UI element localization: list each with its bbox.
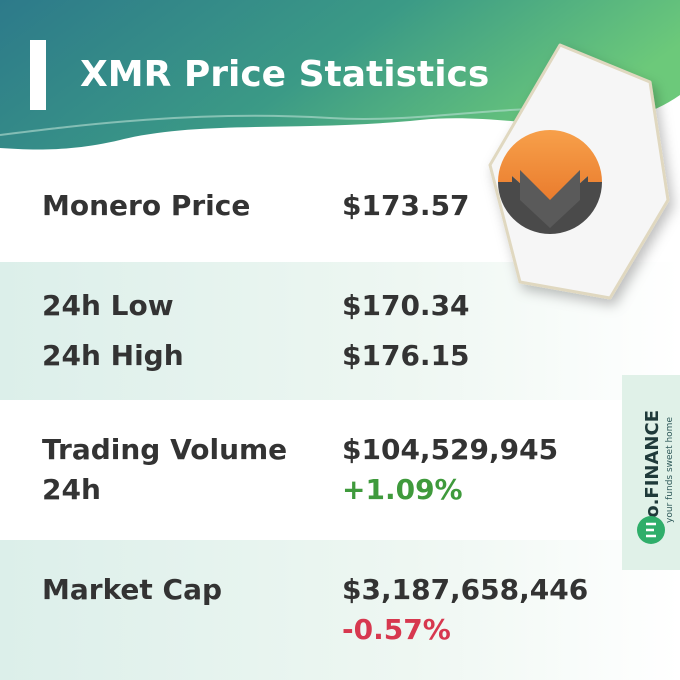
header-wave xyxy=(0,0,680,150)
header: XMR Price Statistics xyxy=(0,0,680,150)
brand-tagline: your funds sweet home xyxy=(665,417,675,523)
stat-section: Monero Price $173.57 xyxy=(0,150,680,262)
stat-row: Market Cap $3,187,658,446 -0.57% xyxy=(0,570,680,650)
stat-label: Monero Price xyxy=(42,189,251,222)
stat-row: Monero Price $173.57 xyxy=(0,186,680,226)
stat-label: Market Cap xyxy=(42,573,223,606)
monero-badge xyxy=(488,43,670,300)
stat-row: 24h Low $170.34 xyxy=(0,286,680,326)
stat-values: $3,187,658,446 -0.57% xyxy=(342,570,588,650)
stat-value: $104,529,945 xyxy=(342,433,559,466)
stat-value: $176.15 xyxy=(342,339,470,372)
stat-label: 24h Low xyxy=(42,289,174,322)
stat-section: Market Cap $3,187,658,446 -0.57% xyxy=(0,540,680,680)
stat-row: 24h High $176.15 xyxy=(0,336,680,376)
stat-values: $170.34 xyxy=(342,286,470,326)
stat-values: $176.15 xyxy=(342,336,470,376)
stat-value: $170.34 xyxy=(342,289,470,322)
stat-change: -0.57% xyxy=(342,613,451,646)
stat-label: 24h High xyxy=(42,339,184,372)
stat-label: Trading Volume 24h xyxy=(42,433,288,506)
title: XMR Price Statistics xyxy=(80,54,489,95)
stat-section: Trading Volume 24h $104,529,945 +1.09% xyxy=(0,400,680,540)
title-bar xyxy=(30,40,46,110)
header-line xyxy=(0,107,601,136)
stat-values: $173.57 xyxy=(342,186,470,226)
stat-row: Trading Volume 24h $104,529,945 +1.09% xyxy=(0,430,680,510)
stat-values: $104,529,945 +1.09% xyxy=(342,430,558,510)
brand-name: eo.FINANCE xyxy=(642,410,663,530)
brand-tab: eo.FINANCE your funds sweet home xyxy=(622,375,680,570)
stat-change: +1.09% xyxy=(342,473,463,506)
stat-value: $3,187,658,446 xyxy=(342,573,589,606)
stat-value: $173.57 xyxy=(342,189,470,222)
